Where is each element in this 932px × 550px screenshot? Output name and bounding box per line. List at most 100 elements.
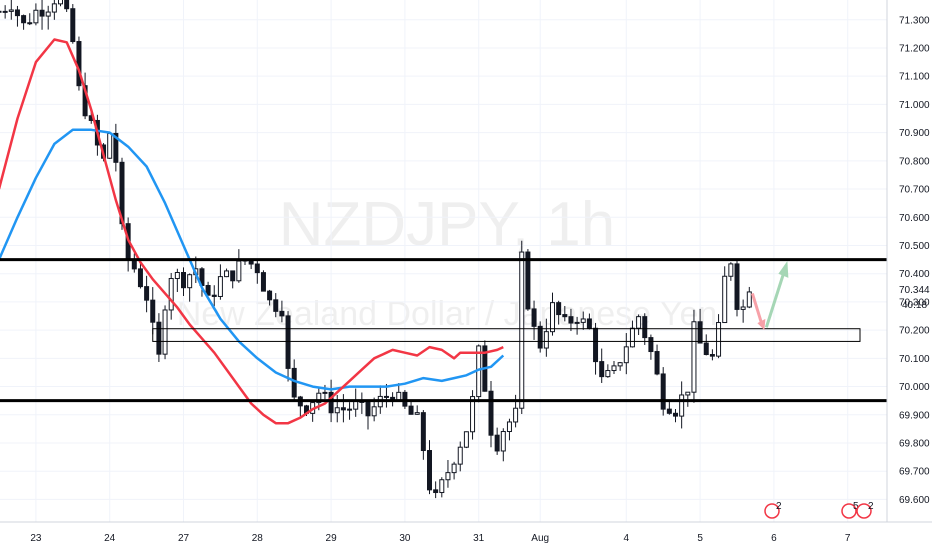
event-marker-count: 2: [868, 501, 874, 512]
time-tick-label: 28: [252, 533, 264, 544]
candle-body: [531, 308, 537, 327]
candle-body: [451, 463, 457, 474]
candle-body: [45, 11, 51, 17]
price-tick-label: 69.800: [899, 438, 930, 449]
projection-arrows[interactable]: [750, 261, 789, 331]
candle-body: [8, 9, 14, 12]
candle-body: [506, 421, 512, 433]
candle-body: [457, 446, 463, 465]
price-tick-label: 70.400: [899, 269, 930, 280]
sma-fast-line: [0, 38, 504, 425]
event-marker-icon: [856, 503, 872, 519]
candle-body: [642, 316, 648, 339]
candle-body: [113, 132, 119, 163]
candle-body: [525, 251, 531, 310]
candle-body: [39, 9, 45, 17]
time-axis[interactable]: 23 24 27 28 29 30 31 Aug 4 5 6 7: [30, 533, 851, 544]
candle-body: [365, 401, 371, 417]
candle-body: [513, 407, 519, 423]
candle-body: [691, 321, 697, 393]
candle-body: [353, 400, 359, 410]
candle-body: [285, 315, 291, 369]
candle-body: [408, 405, 414, 415]
candle-body: [205, 285, 211, 296]
candle-body: [168, 278, 174, 311]
price-tick-label: 70.600: [899, 213, 930, 224]
candle-body: [629, 327, 635, 348]
countdown-label: 40:18: [902, 300, 927, 311]
price-tick-label: 71.100: [899, 72, 930, 83]
time-axis-bg[interactable]: [0, 522, 932, 550]
candle-body: [599, 361, 605, 378]
price-axis-bg[interactable]: [887, 0, 932, 522]
price-tick-label: 70.900: [899, 128, 930, 139]
candle-body: [445, 472, 451, 481]
time-tick-label: 5: [697, 533, 703, 544]
event-marker-count: 2: [776, 501, 782, 512]
candle-body: [144, 286, 150, 301]
candle-body: [617, 362, 623, 367]
price-axis[interactable]: 69.600 69.700 69.800 69.900 70.000 70.100 70.2…: [899, 15, 930, 506]
event-marker-icon: [764, 503, 780, 519]
candle-body: [316, 392, 322, 404]
price-tick-label: 69.900: [899, 410, 930, 421]
candle-body: [347, 408, 353, 411]
candle-body: [156, 321, 162, 355]
candle-body: [2, 10, 8, 13]
arrow-up-head: [778, 261, 789, 278]
candle-body: [586, 318, 592, 329]
time-tick-label: 31: [473, 533, 485, 544]
candle-body: [107, 132, 113, 159]
candle-body: [488, 390, 494, 436]
arrow-up: [764, 270, 786, 328]
price-tick-label: 70.000: [899, 382, 930, 393]
candle-body: [414, 412, 420, 415]
candle-body: [291, 367, 297, 398]
zone-rectangle[interactable]: [152, 328, 861, 342]
price-tick-label: 70.100: [899, 354, 930, 365]
candle-body: [500, 431, 506, 452]
candle-body: [562, 314, 568, 318]
candle-body: [685, 391, 691, 396]
candle-body: [556, 302, 562, 316]
price-tick-label: 71.200: [899, 43, 930, 54]
candle-body: [76, 41, 82, 87]
candle-body: [267, 290, 273, 301]
candle-body: [519, 251, 525, 409]
candle-body: [64, 0, 70, 10]
price-tick-label: 69.600: [899, 495, 930, 506]
time-tick-label: 7: [845, 533, 851, 544]
candle-body: [137, 268, 143, 288]
watermark-symbol: NZDJPY, 1h: [279, 190, 616, 259]
candle-body: [187, 274, 193, 289]
price-tick-label: 70.200: [899, 326, 930, 337]
candle-body: [162, 309, 168, 355]
candle-body: [150, 299, 156, 323]
candle-body: [51, 3, 57, 13]
time-tick-label: Aug: [531, 533, 549, 544]
candle-body: [217, 276, 223, 297]
price-tick-label: 70.500: [899, 241, 930, 252]
event-marker-count: 5: [853, 501, 859, 512]
candle-body: [494, 434, 500, 452]
time-tick-label: 23: [30, 533, 42, 544]
candle-body: [70, 8, 76, 43]
candle-body: [58, 0, 63, 5]
candle-body: [746, 291, 752, 308]
price-tick-label: 70.300: [899, 297, 930, 308]
candle-body: [537, 325, 543, 349]
candle-body: [230, 270, 236, 282]
candle-body: [611, 365, 617, 372]
candle-body: [273, 299, 279, 312]
candle-body: [33, 9, 39, 24]
time-tick-label: 24: [104, 533, 116, 544]
arrow-down: [750, 293, 764, 327]
candle-body: [211, 294, 217, 297]
candle-body: [396, 391, 402, 401]
zone-box: [152, 328, 861, 342]
candle-body: [697, 321, 703, 344]
candle-body: [728, 263, 734, 277]
candle-body: [371, 406, 377, 417]
